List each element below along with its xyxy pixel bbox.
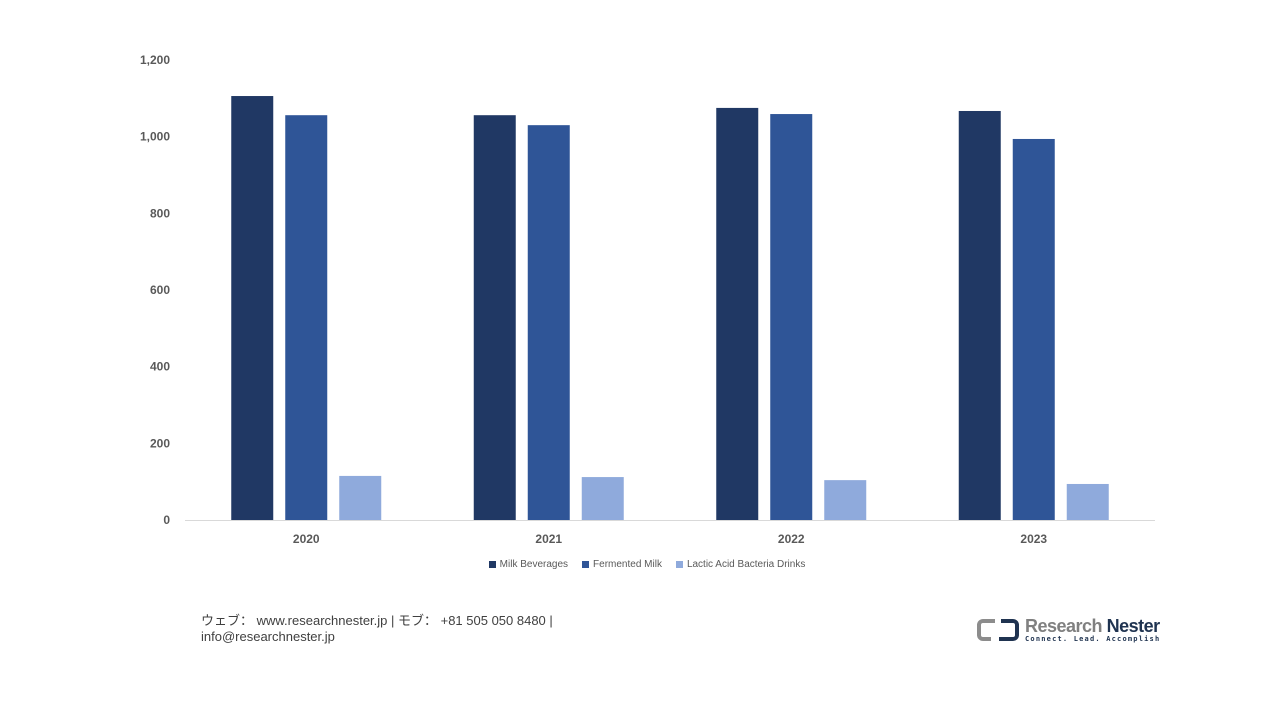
bar-2020-0: [231, 96, 274, 521]
legend-item: Milk Beverages: [488, 559, 569, 570]
logo-name-part1: Research: [1025, 616, 1103, 636]
bar-2020-1: [285, 115, 328, 520]
legend-item: Lactic Acid Bacteria Drinks: [675, 559, 806, 570]
bar-2021-2: [581, 477, 624, 520]
y-tick-label: 200: [150, 436, 170, 450]
legend-swatch: [582, 561, 590, 568]
logo-tagline: Connect. Lead. Accomplish: [1025, 635, 1161, 643]
logo-name-part2: Nester: [1106, 616, 1161, 636]
x-tick-label: 2020: [293, 532, 320, 546]
y-tick-label: 1,000: [140, 130, 170, 144]
bar-2023-0: [958, 110, 1001, 520]
y-tick-label: 1,200: [140, 53, 170, 67]
bar-2022-2: [824, 480, 867, 520]
y-tick-label: 400: [150, 360, 170, 374]
legend-item: Fermented Milk: [582, 559, 662, 570]
y-tick-label: 600: [150, 283, 170, 297]
bar-2023-1: [1012, 138, 1055, 520]
bar-2020-2: [339, 475, 382, 520]
legend-label: Lactic Acid Bacteria Drinks: [686, 559, 806, 570]
bar-2021-0: [473, 115, 516, 520]
legend-swatch: [675, 561, 683, 568]
x-tick-label: 2021: [535, 532, 562, 546]
x-tick-label: 2022: [778, 532, 805, 546]
footer-line-2: info@researchnester.jp: [201, 629, 335, 644]
bar-2022-1: [770, 114, 813, 521]
y-tick-label: 800: [150, 206, 170, 220]
x-tick-label: 2023: [1020, 532, 1047, 546]
legend-label: Fermented Milk: [593, 559, 662, 570]
bar-2021-1: [527, 125, 570, 521]
y-tick-label: 0: [163, 513, 170, 527]
logo-mark-icon: [977, 619, 1019, 641]
legend-label: Milk Beverages: [499, 559, 569, 570]
legend: Milk Beverages Fermented Milk Lactic Acid …: [0, 559, 1280, 570]
research-nester-logo: Research Nester Connect. Lead. Accomplis…: [977, 617, 1160, 643]
footer-line-1: ウェブ： www.researchnester.jp | モブ： +81 505…: [201, 613, 553, 628]
bar-2022-0: [716, 107, 759, 521]
footer-contact: ウェブ： www.researchnester.jp | モブ： +81 505…: [201, 613, 553, 645]
legend-swatch: [488, 561, 496, 568]
bar-2023-2: [1066, 483, 1109, 520]
